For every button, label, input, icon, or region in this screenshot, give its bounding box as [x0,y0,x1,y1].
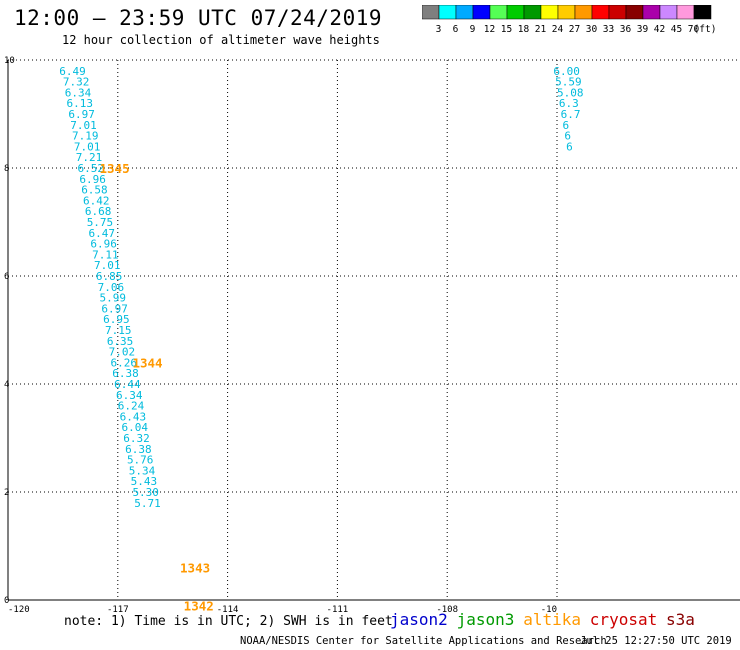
wave-height-label: 7.15 [105,324,131,337]
wave-height-label: 6.49 [59,65,86,78]
wave-height-label: 6.96 [79,173,106,186]
wave-height-label: 6.7 [561,108,581,121]
x-tick-label: -114 [217,605,239,615]
wave-height-label: 7.01 [70,119,97,132]
satellite-legend-s3a: s3a [666,610,695,629]
wave-height-label: 6.32 [123,432,150,445]
y-tick-label: 8 [4,164,9,174]
x-tick-label: -108 [436,605,458,615]
wave-height-label: 7.01 [94,259,121,272]
wave-height-label: 5.08 [557,86,584,99]
pass-time-label: 1343 [180,561,210,576]
chart-title: 12:00 — 23:59 UTC 07/24/2019 [14,6,383,30]
legend-level-label: 42 [654,24,665,35]
legend-level-label: 24 [552,24,564,35]
legend-level-label: 33 [603,24,614,35]
legend-level-label: 27 [569,24,580,35]
wave-height-label: 5.99 [100,292,127,305]
wave-height-label: 5.76 [127,454,154,467]
wave-height-label: 6.00 [553,65,580,78]
satellite-legend-altika: altika [523,610,581,629]
chart-subtitle: 12 hour collection of altimeter wave hei… [62,33,380,47]
pass-time-label: 1342 [184,598,214,613]
wave-height-label: 6.43 [120,410,147,423]
wave-height-label: 6.24 [118,400,145,413]
x-tick-label: -10 [541,605,557,615]
footer-credit: NOAA/NESDIS Center for Satellite Applica… [240,635,607,647]
legend-level-label: 45 [671,24,682,35]
satellite-legend-cryosat: cryosat [590,610,657,629]
x-tick-label: -120 [8,605,30,615]
wave-height-label: 5.30 [132,486,159,499]
y-tick-label: 4 [4,380,9,390]
wave-height-label: 6.85 [96,270,123,283]
wave-height-label: 5.59 [555,76,582,89]
units-note: note: 1) Time is in UTC; 2) SWH is in fe… [64,614,393,629]
y-tick-label: 6 [4,272,9,282]
wave-height-label: 6 [566,140,573,153]
x-tick-label: -117 [107,605,129,615]
wave-height-label: 5.75 [87,216,114,229]
wave-height-label: 6.96 [90,238,117,251]
y-tick-label: 10 [4,56,15,66]
wave-height-label: 7.06 [98,281,125,294]
satellite-legend-jason2: jason2 [390,610,448,629]
wave-height-label: 6.68 [85,205,112,218]
wave-height-label: 6.42 [83,194,110,207]
wave-height-label: 6.38 [112,367,139,380]
legend-level-label: 36 [620,24,632,35]
wave-height-label: 5.34 [129,464,156,477]
legend-level-label: 21 [535,24,547,35]
wave-height-label: 5.43 [131,475,158,488]
wave-height-label: 6.04 [121,421,148,434]
legend-level-label: 18 [518,24,530,35]
footer-timestamp: Jul 25 12:27:50 UTC 2019 [580,635,732,647]
legend-swatch [693,5,712,20]
wave-height-label: 7.02 [109,346,135,359]
legend-level-label: 70 [688,24,700,35]
wave-height-label: 6.44 [114,378,141,391]
wave-height-label: 6 [562,119,569,132]
y-tick-label: 2 [4,488,9,498]
pass-time-label: 1345 [100,161,130,176]
legend-level-label: 6 [453,24,459,35]
legend-level-label: 12 [484,24,495,35]
wave-height-label: 6.38 [125,443,151,456]
wave-height-label: 6.34 [116,389,143,402]
wave-height-label: 6 [564,130,571,143]
wave-height-label: 7.01 [74,140,101,153]
legend-level-label: 3 [436,24,442,35]
wave-height-label: 7.11 [92,248,119,261]
pass-time-label: 1344 [132,355,162,370]
wave-height-label: 6.35 [107,335,134,348]
wave-height-label: 6.97 [68,108,95,121]
wave-height-label: 7.19 [72,130,99,143]
wave-height-label: 7.21 [76,151,103,164]
wave-height-label: 6.58 [81,184,108,197]
wave-height-label: 6.3 [559,97,579,110]
wave-height-label: 6.34 [65,86,92,99]
wave-height-label: 6.95 [103,313,130,326]
wave-height-color-legend: 3 6 9 12 15 18 21 24 27 30 33 36 39 42 45 70(ft) [422,5,717,35]
y-tick-label: 0 [4,596,9,606]
legend-level-label: 30 [586,24,598,35]
legend-unit-label: (ft) [694,24,717,35]
wave-height-label: 6.13 [67,97,94,110]
wave-height-label: 5.71 [134,497,161,510]
wave-height-label: 6.26 [110,356,137,369]
wave-height-label: 6.47 [89,227,116,240]
x-tick-label: -111 [327,605,349,615]
satellite-legend-jason3: jason3 [457,610,515,629]
wave-height-label: 6.52 [78,162,105,175]
legend-level-label: 15 [501,24,512,35]
wave-height-label: 7.32 [63,76,90,89]
legend-level-label: 9 [470,24,476,35]
wave-height-label: 6.97 [101,302,128,315]
legend-level-label: 39 [637,24,649,35]
